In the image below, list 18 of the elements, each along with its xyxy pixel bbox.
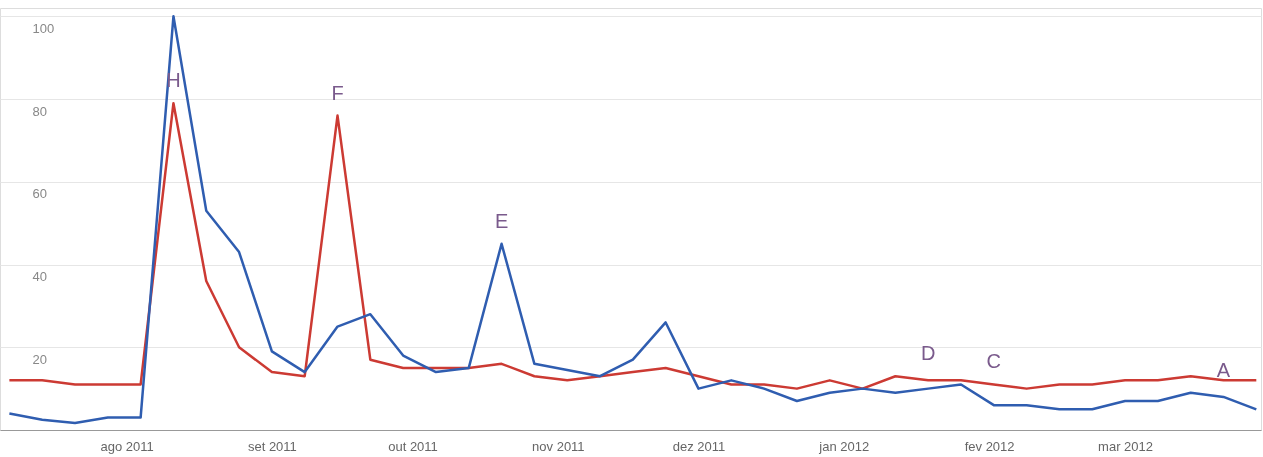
y-tick-label: 100 <box>32 20 55 36</box>
x-tick-label: jan 2012 <box>818 438 870 454</box>
annotation: C <box>986 350 1002 373</box>
y-tick-label: 40 <box>32 269 47 285</box>
x-tick-label: nov 2011 <box>532 438 585 454</box>
annotation: F <box>331 81 344 104</box>
x-tick-label: ago 2011 <box>100 438 154 454</box>
y-tick-label: 20 <box>32 351 47 367</box>
annotation: A <box>1216 358 1231 381</box>
x-tick-label: fev 2012 <box>964 438 1015 454</box>
y-tick-label: 80 <box>32 103 47 119</box>
y-tick-label: 60 <box>32 186 47 202</box>
x-tick-label: dez 2011 <box>672 438 726 454</box>
x-tick-label: out 2011 <box>388 438 438 454</box>
x-tick-label: mar 2012 <box>1098 438 1154 454</box>
annotation: D <box>920 342 936 365</box>
x-tick-label: set 2011 <box>247 438 297 454</box>
annotation: E <box>494 209 509 232</box>
